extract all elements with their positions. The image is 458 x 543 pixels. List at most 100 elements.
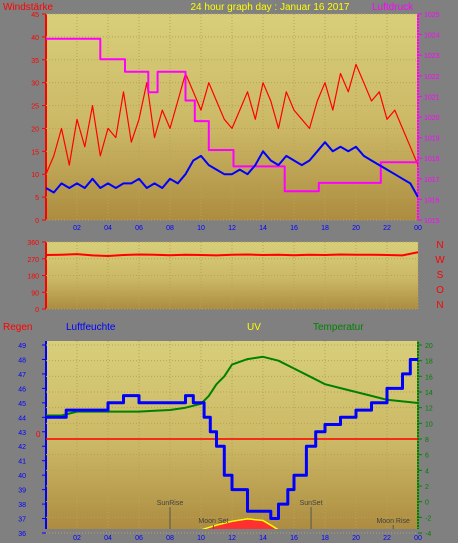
y-tick-label: 35 — [31, 58, 39, 65]
uv-label: UV — [247, 322, 261, 333]
y-tick-label: 90 — [31, 290, 39, 297]
y-tick-label: 18 — [425, 359, 433, 366]
x-tick-label: 04 — [104, 225, 112, 232]
y-tick-label: 8 — [425, 437, 429, 444]
x-tick-label: 18 — [321, 225, 329, 232]
y-tick-label: 1020 — [424, 115, 440, 122]
temperature-line — [46, 355, 418, 417]
y-tick-label: 1024 — [424, 33, 440, 40]
wind-pressure-series — [46, 37, 418, 198]
rain-zero-label: 0 — [36, 430, 41, 439]
sun-moon-annotations: SunRise SunSet Moon Set Moon Rise — [157, 500, 410, 529]
luftfeuchte-label: Luftfeuchte — [66, 322, 116, 333]
y-tick-label: 30 — [31, 81, 39, 88]
wind-panel-grid — [46, 13, 419, 221]
uv-area — [201, 518, 279, 529]
y-tick-label: 1017 — [424, 177, 440, 184]
y-tick-label: 47 — [18, 372, 26, 379]
x-tick-label: 16 — [290, 225, 298, 232]
compass-letter: N — [436, 300, 443, 311]
y-tick-label: 270 — [27, 257, 39, 264]
left-axis-label: Windstärke — [3, 2, 53, 13]
annotation-label: Moon Rise — [376, 518, 410, 525]
temperature-axis-ticks: -4 -2 0 2 4 6 8 10 12 14 16 18 20 — [418, 343, 433, 538]
y-tick-label: 43 — [18, 430, 26, 437]
y-tick-label: 0 — [425, 500, 429, 507]
direction-panel-grid — [46, 241, 419, 310]
y-tick-label: 2 — [425, 484, 429, 491]
y-tick-label: 5 — [35, 195, 39, 202]
x-tick-label: 00 — [414, 225, 422, 232]
humidity-temperature-series — [46, 355, 418, 529]
y-tick-label: 1019 — [424, 136, 440, 143]
y-tick-label: 49 — [18, 343, 26, 350]
annotation-label: SunRise — [157, 500, 184, 507]
y-tick-label: 15 — [31, 149, 39, 156]
temperatur-label: Temperatur — [313, 322, 364, 333]
x-tick-label: 22 — [383, 535, 391, 542]
wind-gust-line — [46, 63, 418, 175]
y-tick-label: 360 — [27, 240, 39, 247]
y-tick-label: 1023 — [424, 53, 440, 60]
annotation-label: Moon Set — [198, 518, 228, 525]
y-tick-label: 42 — [18, 444, 26, 451]
wind-average-line — [46, 141, 418, 198]
y-tick-label: 36 — [18, 531, 26, 538]
y-tick-label: 180 — [27, 274, 39, 281]
y-tick-label: 6 — [425, 453, 429, 460]
y-tick-label: 48 — [18, 357, 26, 364]
x-tick-label: 12 — [228, 225, 236, 232]
y-tick-label: -2 — [425, 515, 431, 522]
x-tick-label: 10 — [197, 225, 205, 232]
x-tick-label: 20 — [352, 225, 360, 232]
y-tick-label: 40 — [18, 473, 26, 480]
right-axis-label: Luftdruck — [372, 2, 414, 13]
x-tick-label: 04 — [104, 535, 112, 542]
x-tick-label: 14 — [259, 535, 267, 542]
y-tick-label: 12 — [425, 406, 433, 413]
y-tick-label: 46 — [18, 386, 26, 393]
compass-letter: W — [435, 255, 445, 266]
y-tick-label: 39 — [18, 488, 26, 495]
direction-series — [46, 251, 418, 257]
x-tick-label: 10 — [197, 535, 205, 542]
y-tick-label: 40 — [31, 35, 39, 42]
x-tick-label: 02 — [73, 225, 81, 232]
y-tick-label: 1022 — [424, 74, 440, 81]
y-tick-label: 0 — [35, 218, 39, 225]
x-tick-label: 14 — [259, 225, 267, 232]
y-tick-label: 20 — [31, 126, 39, 133]
y-tick-label: 4 — [425, 468, 429, 475]
x-tick-label: 08 — [166, 535, 174, 542]
x-tick-label: 08 — [166, 225, 174, 232]
y-tick-label: 37 — [18, 517, 26, 524]
y-tick-label: 45 — [31, 12, 39, 19]
humidity-line — [46, 358, 418, 520]
annotation-label: SunSet — [300, 500, 323, 507]
x-tick-label: 02 — [73, 535, 81, 542]
y-tick-label: 20 — [425, 343, 433, 350]
x-tick-label: 18 — [321, 535, 329, 542]
x-tick-label: 22 — [383, 225, 391, 232]
compass-letter: O — [436, 285, 444, 296]
y-tick-label: 44 — [18, 415, 26, 422]
regen-label: Regen — [3, 322, 32, 333]
chart-title: 24 hour graph day : Januar 16 2017 — [190, 2, 349, 13]
pressure-line — [46, 37, 418, 193]
y-tick-label: 25 — [31, 104, 39, 111]
humidity-time-axis-ticks: 02 04 06 08 10 12 14 16 18 20 22 00 — [73, 535, 422, 542]
y-tick-label: 10 — [31, 172, 39, 179]
y-tick-label: 1018 — [424, 156, 440, 163]
direction-axis-ticks: 0 90 180 270 360 — [27, 240, 46, 314]
y-tick-label: 1015 — [424, 218, 440, 225]
y-tick-label: -4 — [425, 531, 431, 538]
wind-speed-axis-ticks: 0 5 10 15 20 25 30 35 40 45 — [31, 12, 46, 225]
y-tick-label: 14 — [425, 390, 433, 397]
compass-letter: N — [436, 240, 443, 251]
x-tick-label: 12 — [228, 535, 236, 542]
y-tick-label: 41 — [18, 459, 26, 466]
y-tick-label: 1025 — [424, 12, 440, 19]
